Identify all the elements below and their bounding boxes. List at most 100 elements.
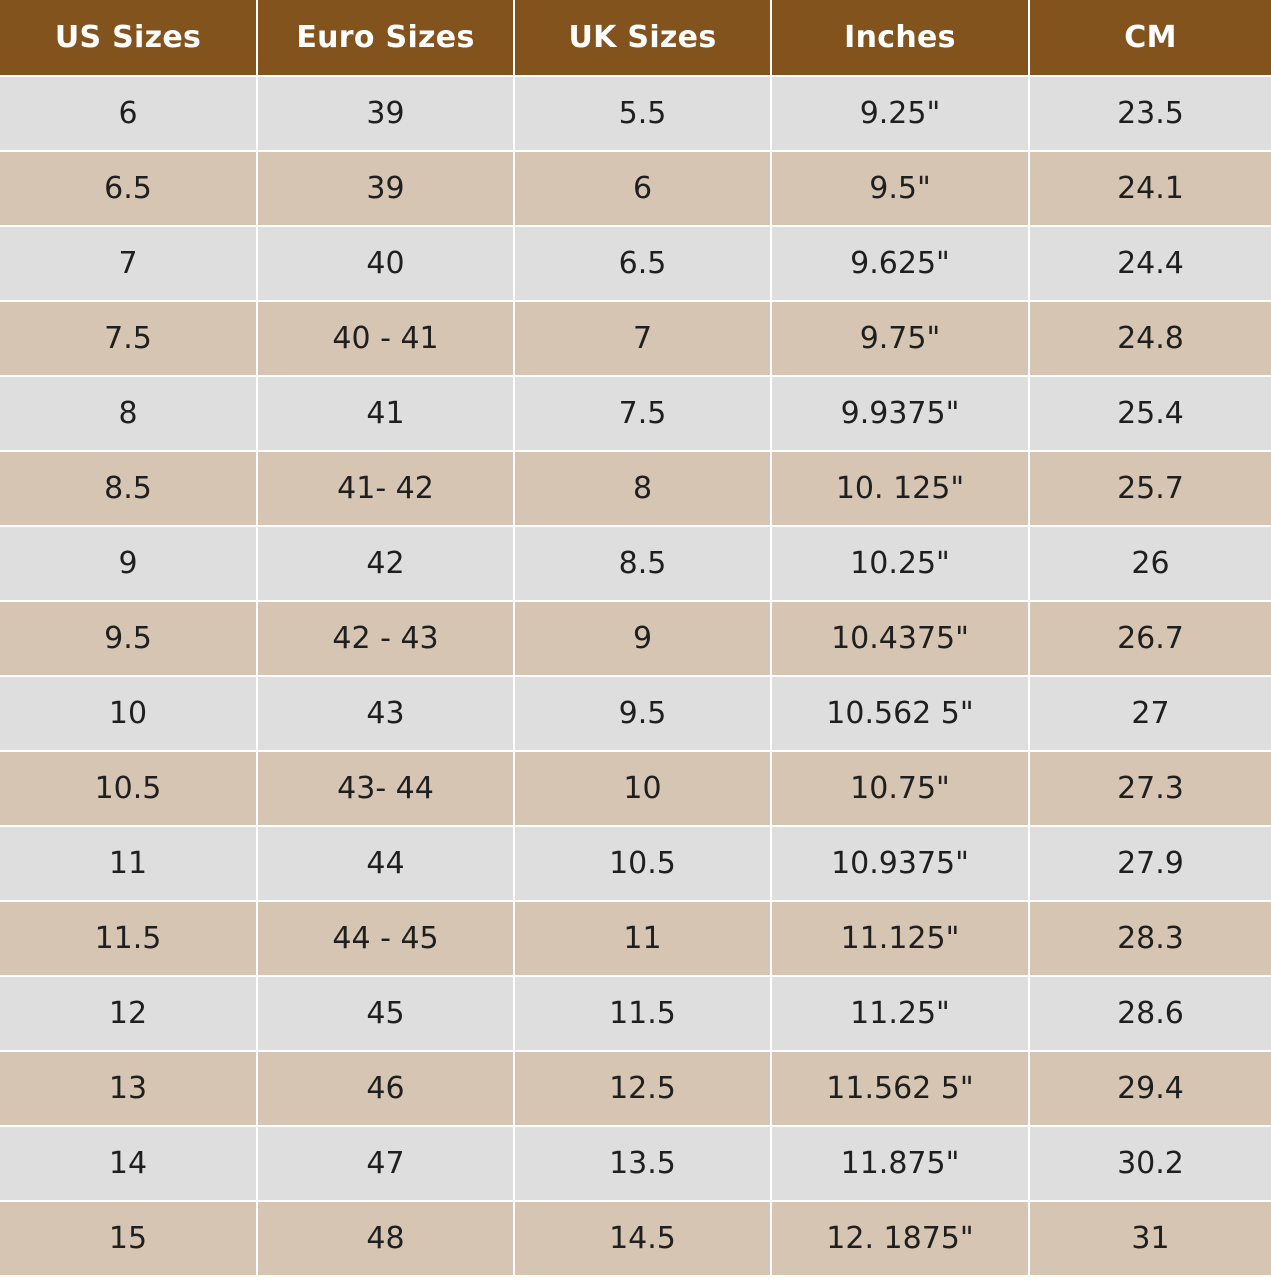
cell-inches: 11.125" — [770, 900, 1029, 976]
table-row: 10 43 9.5 10.562 5" 27 — [0, 675, 1271, 751]
cell-us-size: 10.5 — [0, 750, 257, 826]
table-row: 9.5 42 - 43 9 10.4375" 26.7 — [0, 600, 1271, 676]
cell-inches: 9.75" — [770, 300, 1029, 376]
header-row: US Sizes Euro Sizes UK Sizes Inches CM — [0, 0, 1271, 77]
cell-inches: 10. 125" — [770, 450, 1029, 526]
cell-cm: 27.9 — [1028, 825, 1271, 901]
table-row: 8 41 7.5 9.9375" 25.4 — [0, 375, 1271, 451]
table-row: 13 46 12.5 11.562 5" 29.4 — [0, 1050, 1271, 1126]
cell-cm: 27.3 — [1028, 750, 1271, 826]
header-inches: Inches — [770, 0, 1029, 77]
cell-uk-size: 9 — [513, 600, 771, 676]
cell-euro-size: 39 — [256, 75, 514, 151]
cell-cm: 24.1 — [1028, 150, 1271, 226]
cell-uk-size: 14.5 — [513, 1200, 771, 1275]
cell-euro-size: 48 — [256, 1200, 514, 1275]
table-row: 12 45 11.5 11.25" 28.6 — [0, 975, 1271, 1051]
cell-us-size: 9 — [0, 525, 257, 601]
cell-us-size: 8.5 — [0, 450, 257, 526]
cell-euro-size: 40 - 41 — [256, 300, 514, 376]
cell-euro-size: 43- 44 — [256, 750, 514, 826]
cell-uk-size: 7.5 — [513, 375, 771, 451]
cell-cm: 24.4 — [1028, 225, 1271, 301]
cell-euro-size: 45 — [256, 975, 514, 1051]
cell-uk-size: 10.5 — [513, 825, 771, 901]
table-row: 7.5 40 - 41 7 9.75" 24.8 — [0, 300, 1271, 376]
cell-uk-size: 5.5 — [513, 75, 771, 151]
cell-euro-size: 47 — [256, 1125, 514, 1201]
header-uk-sizes: UK Sizes — [513, 0, 771, 77]
cell-us-size: 6.5 — [0, 150, 257, 226]
size-chart-header: US Sizes Euro Sizes UK Sizes Inches CM — [0, 0, 1271, 77]
cell-uk-size: 9.5 — [513, 675, 771, 751]
cell-us-size: 14 — [0, 1125, 257, 1201]
cell-us-size: 12 — [0, 975, 257, 1051]
table-row: 15 48 14.5 12. 1875" 31 — [0, 1200, 1271, 1275]
table-row: 6 39 5.5 9.25" 23.5 — [0, 75, 1271, 151]
table-row: 14 47 13.5 11.875" 30.2 — [0, 1125, 1271, 1201]
cell-cm: 28.6 — [1028, 975, 1271, 1051]
header-cm: CM — [1028, 0, 1271, 77]
table-row: 11.5 44 - 45 11 11.125" 28.3 — [0, 900, 1271, 976]
cell-cm: 30.2 — [1028, 1125, 1271, 1201]
cell-euro-size: 42 — [256, 525, 514, 601]
cell-cm: 27 — [1028, 675, 1271, 751]
size-chart-body: 6 39 5.5 9.25" 23.5 6.5 39 6 9.5" 24.1 7 40 6.5 9.625… — [0, 75, 1271, 1275]
table-row: 11 44 10.5 10.9375" 27.9 — [0, 825, 1271, 901]
cell-cm: 26.7 — [1028, 600, 1271, 676]
header-euro-sizes: Euro Sizes — [256, 0, 514, 77]
cell-euro-size: 40 — [256, 225, 514, 301]
cell-inches: 9.25" — [770, 75, 1029, 151]
cell-euro-size: 39 — [256, 150, 514, 226]
cell-uk-size: 6.5 — [513, 225, 771, 301]
cell-euro-size: 41 — [256, 375, 514, 451]
cell-uk-size: 8.5 — [513, 525, 771, 601]
cell-euro-size: 42 - 43 — [256, 600, 514, 676]
cell-cm: 23.5 — [1028, 75, 1271, 151]
cell-us-size: 6 — [0, 75, 257, 151]
cell-cm: 24.8 — [1028, 300, 1271, 376]
table-row: 6.5 39 6 9.5" 24.1 — [0, 150, 1271, 226]
cell-us-size: 10 — [0, 675, 257, 751]
cell-us-size: 13 — [0, 1050, 257, 1126]
cell-inches: 10.25" — [770, 525, 1029, 601]
cell-us-size: 8 — [0, 375, 257, 451]
cell-inches: 11.562 5" — [770, 1050, 1029, 1126]
cell-euro-size: 44 — [256, 825, 514, 901]
cell-inches: 11.875" — [770, 1125, 1029, 1201]
cell-us-size: 11 — [0, 825, 257, 901]
cell-inches: 9.5" — [770, 150, 1029, 226]
cell-inches: 9.9375" — [770, 375, 1029, 451]
cell-uk-size: 12.5 — [513, 1050, 771, 1126]
cell-cm: 31 — [1028, 1200, 1271, 1275]
cell-us-size: 11.5 — [0, 900, 257, 976]
cell-uk-size: 8 — [513, 450, 771, 526]
cell-inches: 10.9375" — [770, 825, 1029, 901]
cell-inches: 12. 1875" — [770, 1200, 1029, 1275]
header-us-sizes: US Sizes — [0, 0, 257, 77]
cell-uk-size: 6 — [513, 150, 771, 226]
cell-us-size: 7 — [0, 225, 257, 301]
cell-cm: 28.3 — [1028, 900, 1271, 976]
cell-uk-size: 11 — [513, 900, 771, 976]
cell-uk-size: 13.5 — [513, 1125, 771, 1201]
cell-inches: 10.562 5" — [770, 675, 1029, 751]
table-row: 8.5 41- 42 8 10. 125" 25.7 — [0, 450, 1271, 526]
cell-cm: 26 — [1028, 525, 1271, 601]
cell-uk-size: 7 — [513, 300, 771, 376]
cell-us-size: 15 — [0, 1200, 257, 1275]
table-row: 7 40 6.5 9.625" 24.4 — [0, 225, 1271, 301]
table-row: 9 42 8.5 10.25" 26 — [0, 525, 1271, 601]
cell-euro-size: 44 - 45 — [256, 900, 514, 976]
cell-inches: 11.25" — [770, 975, 1029, 1051]
cell-euro-size: 41- 42 — [256, 450, 514, 526]
cell-inches: 10.75" — [770, 750, 1029, 826]
cell-cm: 25.7 — [1028, 450, 1271, 526]
cell-euro-size: 43 — [256, 675, 514, 751]
cell-euro-size: 46 — [256, 1050, 514, 1126]
cell-us-size: 7.5 — [0, 300, 257, 376]
cell-inches: 9.625" — [770, 225, 1029, 301]
cell-us-size: 9.5 — [0, 600, 257, 676]
cell-cm: 29.4 — [1028, 1050, 1271, 1126]
cell-inches: 10.4375" — [770, 600, 1029, 676]
